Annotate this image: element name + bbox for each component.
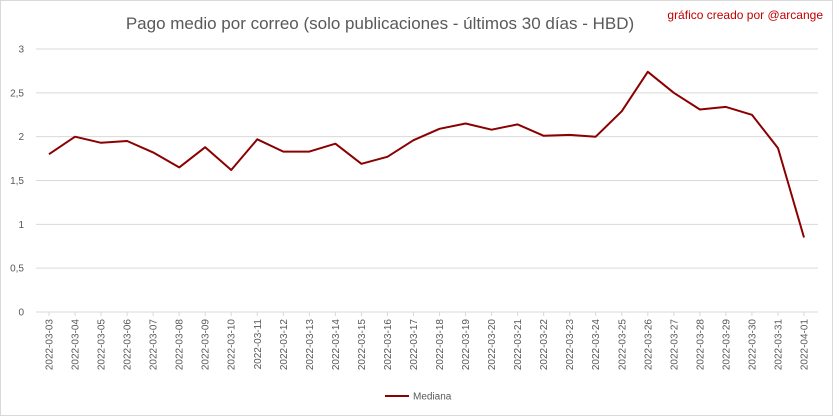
x-tick-label: 2022-03-15: [357, 319, 368, 371]
x-tick-label: 2022-03-12: [279, 319, 290, 371]
x-tick-label: 2022-03-08: [175, 319, 186, 371]
x-tick-label: 2022-03-28: [695, 319, 706, 371]
chart-title: Pago medio por correo (solo publicacione…: [125, 14, 635, 33]
series-line: [48, 70, 805, 238]
x-tick-label: 2022-03-05: [97, 319, 108, 371]
x-tick-label: 2022-03-27: [669, 319, 680, 371]
x-tick-label: 2022-03-21: [513, 319, 524, 371]
y-tick-label: 0: [18, 308, 24, 319]
x-tick-label: 2022-03-25: [617, 319, 628, 371]
x-tick-label: 2022-03-16: [383, 319, 394, 371]
x-tick-label: 2022-03-06: [123, 319, 134, 371]
x-tick-label: 2022-03-22: [539, 319, 550, 371]
x-tick-label: 2022-03-04: [71, 319, 82, 371]
x-tick-label: 2022-03-30: [747, 319, 758, 371]
x-tick-label: 2022-03-07: [149, 319, 160, 371]
x-tick-label: 2022-03-26: [643, 319, 654, 371]
x-tick-label: 2022-03-03: [45, 319, 56, 371]
x-tick-label: 2022-03-17: [409, 319, 420, 371]
x-tick-label: 2022-03-20: [487, 319, 498, 371]
y-tick-label: 2,5: [10, 88, 24, 99]
y-tick-label: 1: [18, 220, 24, 231]
y-tick-label: 3: [18, 45, 24, 56]
x-tick-label: 2022-03-24: [591, 319, 602, 371]
legend-label: Mediana: [413, 392, 452, 403]
x-tick-label: 2022-03-23: [565, 319, 576, 371]
x-tick-label: 2022-03-14: [331, 319, 342, 371]
x-tick-label: 2022-03-10: [227, 319, 238, 371]
x-tick-label: 2022-03-11: [253, 319, 264, 370]
x-tick-label: 2022-03-31: [773, 319, 784, 371]
x-tick-label: 2022-04-01: [800, 319, 811, 371]
x-tick-label: 2022-03-09: [201, 319, 212, 371]
x-tick-label: 2022-03-19: [461, 319, 472, 371]
y-tick-label: 1,5: [10, 176, 24, 187]
x-tick-label: 2022-03-18: [435, 319, 446, 371]
x-tick-label: 2022-03-29: [721, 319, 732, 371]
chart-credit: gráfico creado por @arcange: [667, 8, 823, 22]
y-tick-label: 2: [18, 132, 24, 143]
x-tick-label: 2022-03-13: [305, 319, 316, 371]
y-tick-label: 0,5: [10, 264, 24, 275]
